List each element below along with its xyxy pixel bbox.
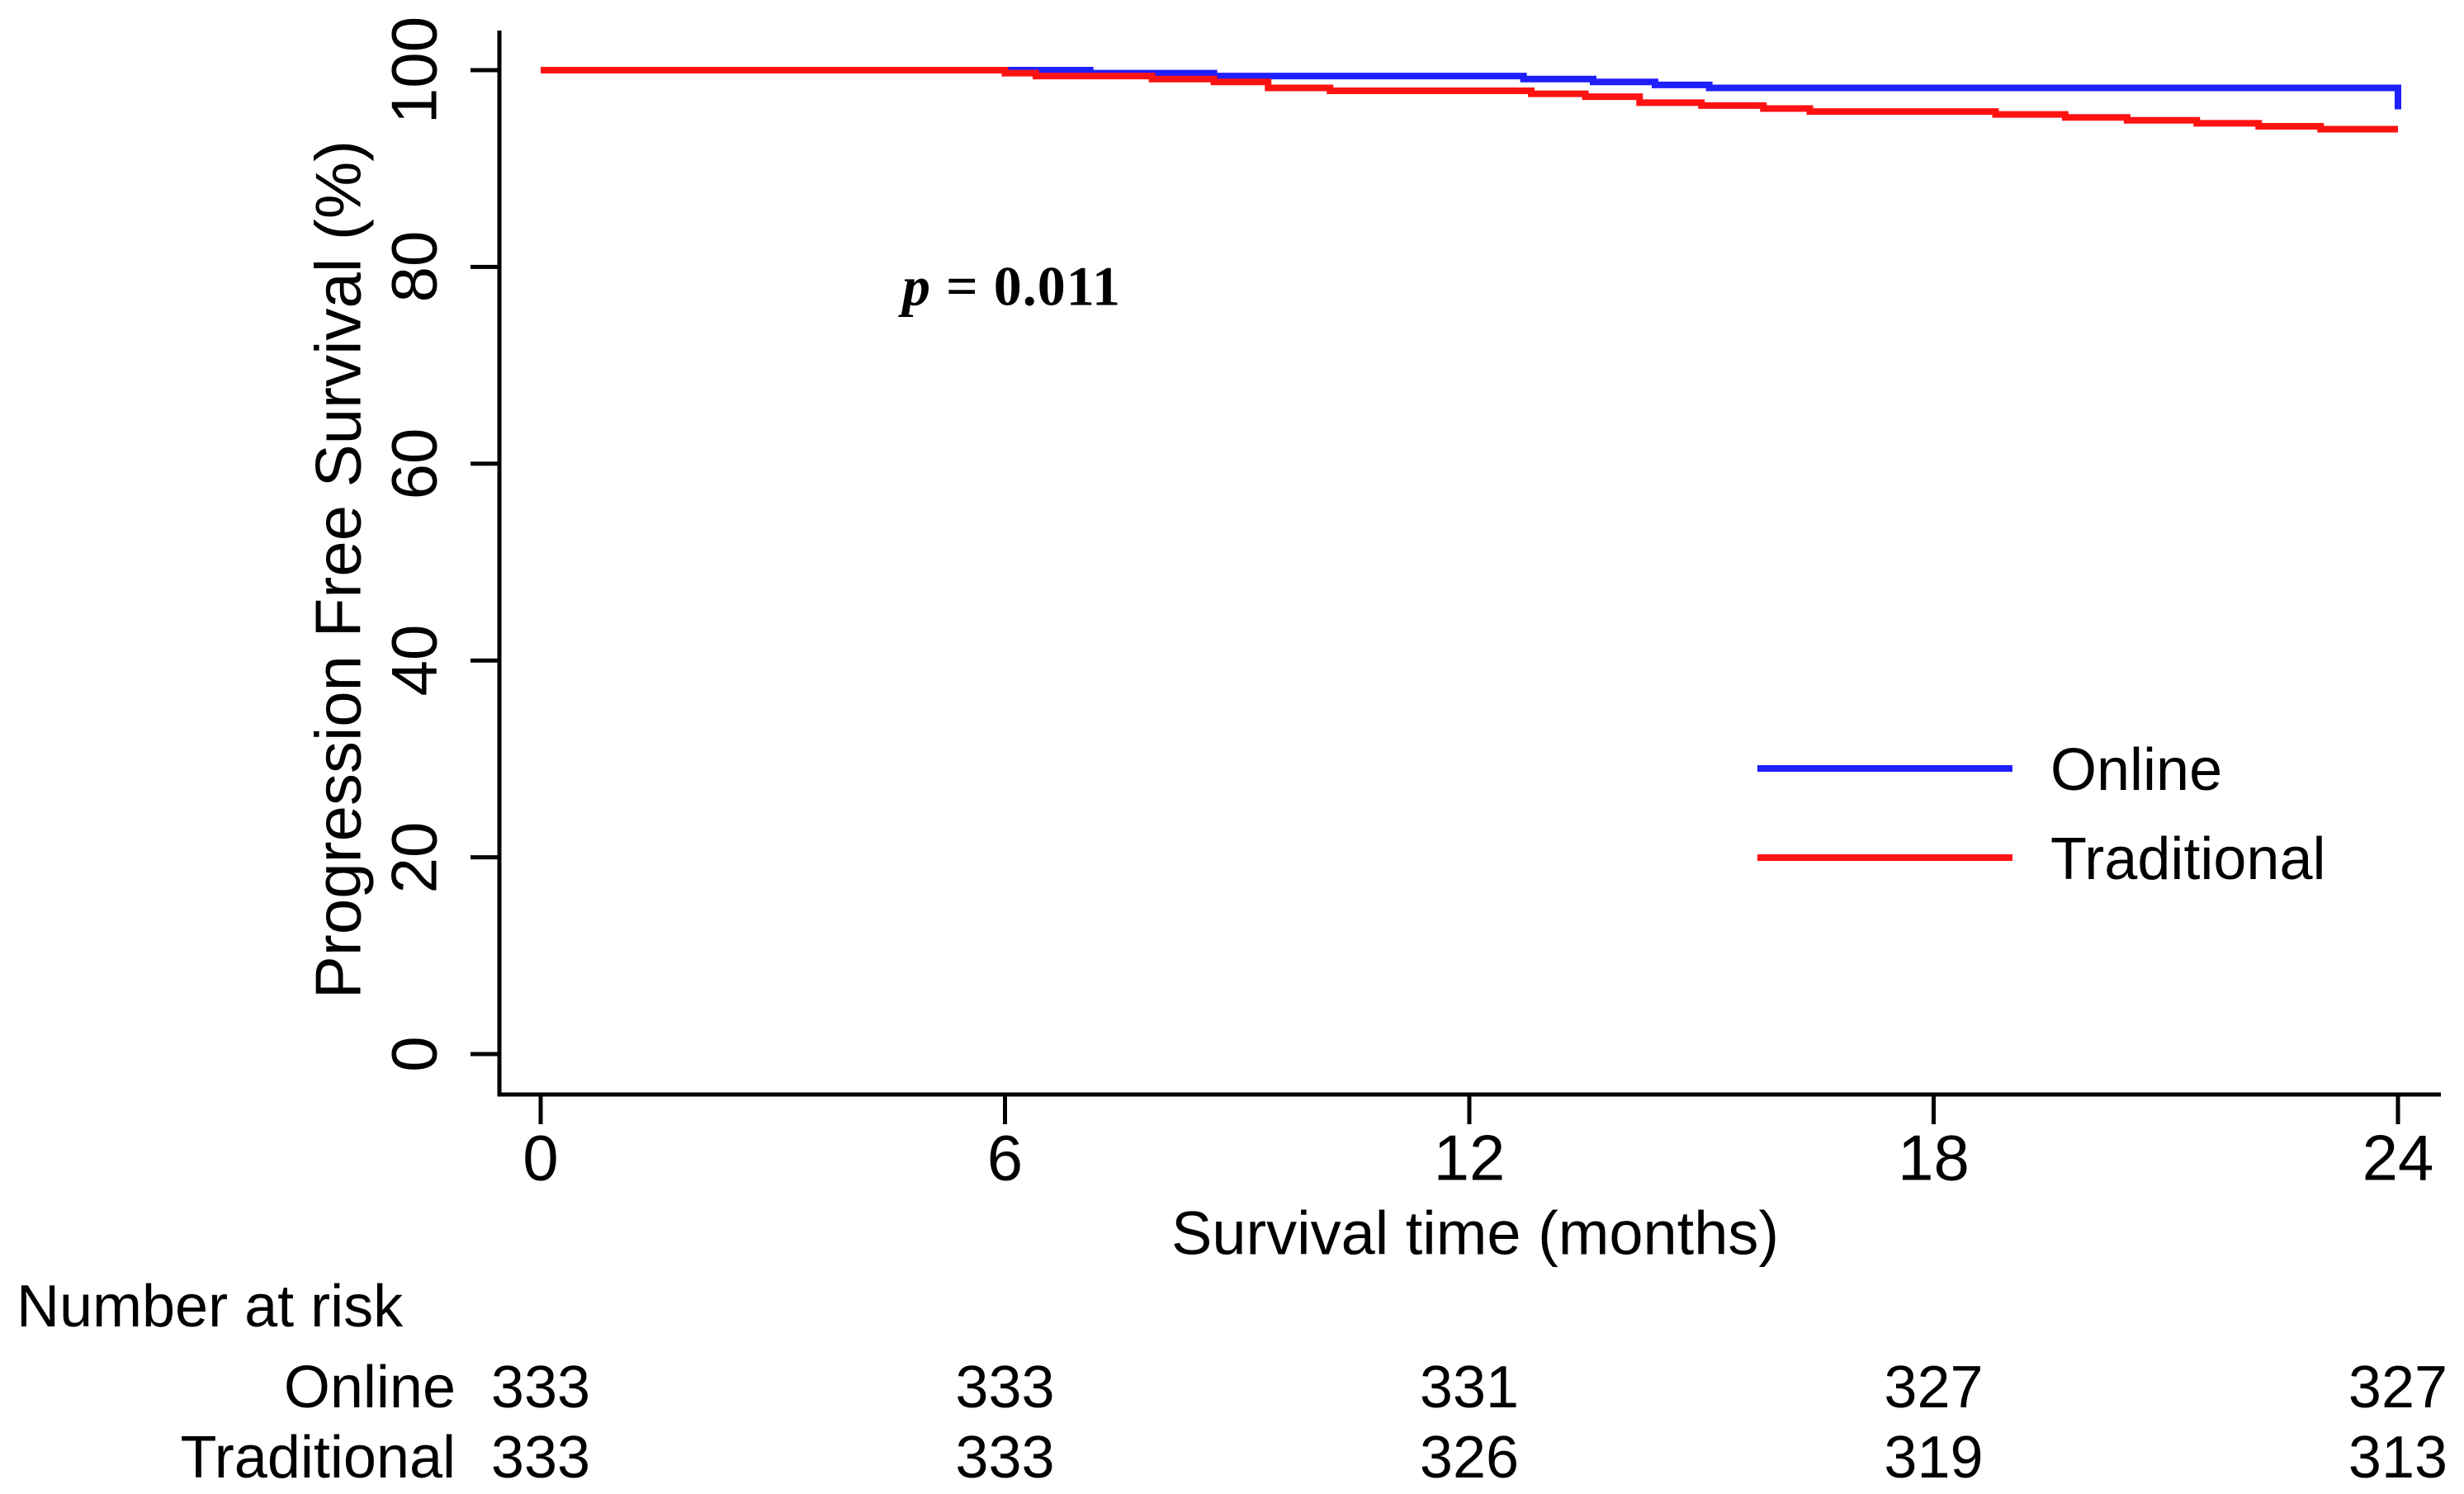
risk-row-label-traditional: Traditional (180, 1425, 456, 1491)
y-tick-label: 100 (377, 16, 451, 125)
y-tick-label: 60 (377, 428, 451, 500)
number-at-risk-header: Number at risk (17, 1274, 404, 1340)
x-tick-label: 12 (1433, 1121, 1506, 1194)
risk-value-online-18: 327 (1884, 1355, 1984, 1421)
p-value-annotation: p = 0.011 (902, 254, 1121, 319)
traditional-survival-curve (541, 67, 2398, 133)
x-tick-label: 24 (2362, 1121, 2434, 1194)
x-axis-title: Survival time (months) (1171, 1199, 1780, 1268)
y-axis-title: Progression Free Survival (%) (301, 139, 375, 1000)
x-tick-label: 6 (986, 1121, 1024, 1194)
legend-label-traditional: Traditional (2050, 826, 2326, 892)
x-tick-label: 18 (1898, 1121, 1970, 1194)
risk-value-traditional-18: 319 (1884, 1425, 1984, 1491)
p-value-text: = 0.011 (931, 254, 1121, 318)
risk-value-online-12: 331 (1419, 1355, 1520, 1421)
risk-row-label-online: Online (283, 1355, 456, 1421)
legend-label-online: Online (2050, 737, 2223, 803)
y-tick-label: 20 (377, 821, 451, 893)
y-tick-label: 80 (377, 231, 451, 303)
risk-value-online-0: 333 (490, 1355, 591, 1421)
risk-value-traditional-0: 333 (490, 1425, 591, 1491)
p-symbol: p (902, 254, 931, 318)
risk-value-online-24: 327 (2348, 1355, 2448, 1421)
risk-value-traditional-24: 313 (2348, 1425, 2448, 1491)
risk-value-traditional-12: 326 (1419, 1425, 1520, 1491)
risk-value-traditional-6: 333 (955, 1425, 1055, 1491)
risk-value-online-6: 333 (955, 1355, 1055, 1421)
y-tick-label: 0 (377, 1036, 451, 1072)
x-tick-label: 0 (523, 1121, 559, 1194)
y-tick-label: 40 (377, 624, 451, 697)
